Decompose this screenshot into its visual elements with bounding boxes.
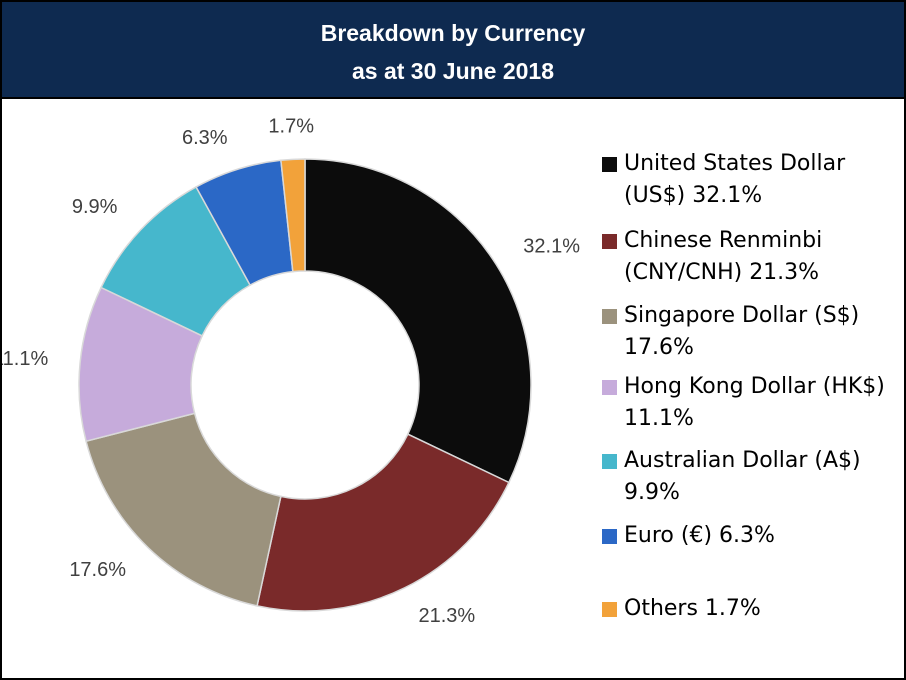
- legend-label: Euro (€) 6.3%: [624, 523, 775, 548]
- header: Breakdown by Currency as at 30 June 2018: [2, 2, 904, 99]
- legend-swatch: [602, 602, 617, 617]
- legend-label: Others 1.7%: [624, 596, 761, 621]
- data-label: 21.3%: [419, 605, 476, 627]
- legend-label: Chinese Renminbi (CNY/CNH) 21.3%: [624, 228, 823, 285]
- data-label: 17.6%: [69, 559, 126, 581]
- legend-swatch: [602, 309, 617, 324]
- legend-swatch: [602, 529, 617, 544]
- data-label: 9.9%: [72, 196, 118, 218]
- data-label: 11.1%: [2, 348, 48, 370]
- legend-swatch: [602, 454, 617, 469]
- legend-label: Hong Kong Dollar (HK$) 11.1%: [624, 374, 885, 431]
- legend-label: Australian Dollar (A$) 9.9%: [624, 448, 861, 505]
- slice: [304, 158, 532, 484]
- chart-subtitle: as at 30 June 2018: [351, 58, 555, 84]
- slice: [256, 433, 510, 612]
- legend-swatch: [602, 157, 617, 172]
- legend-swatch: [602, 380, 617, 395]
- slice: [85, 412, 282, 607]
- legend-swatch: [602, 234, 617, 249]
- chart-title: Breakdown by Currency: [320, 20, 586, 46]
- data-label: 6.3%: [182, 127, 228, 149]
- data-label: 32.1%: [523, 236, 580, 258]
- slice: [280, 158, 306, 273]
- legend-label: United States Dollar (US$) 32.1%: [624, 151, 846, 208]
- data-label: 1.7%: [268, 116, 314, 138]
- legend-label: Singapore Dollar (S$) 17.6%: [624, 303, 860, 360]
